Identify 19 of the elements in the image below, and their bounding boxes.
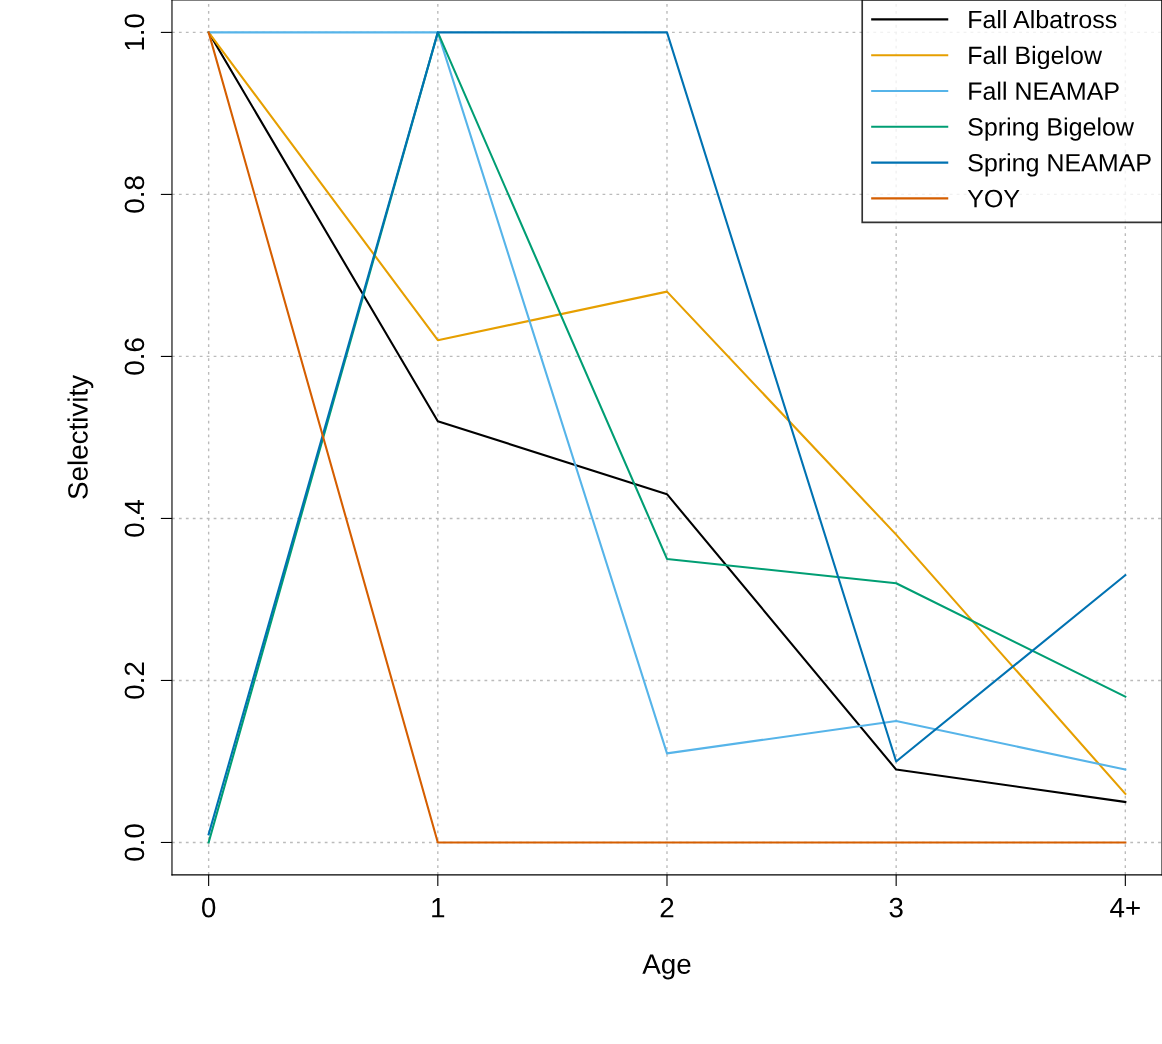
y-tick-label: 0.0 xyxy=(124,824,145,861)
legend-label: YOY xyxy=(967,189,1020,208)
x-tick-label: 3 xyxy=(889,897,903,918)
x-tick-label: 0 xyxy=(202,897,216,918)
x-tick-label: 4+ xyxy=(1110,898,1140,918)
legend-label: Spring Bigelow xyxy=(968,117,1135,141)
legend-label: Spring NEAMAP xyxy=(968,153,1151,177)
legend-label: Fall Albatross xyxy=(969,10,1117,29)
y-tick-label: 0.2 xyxy=(124,662,145,699)
legend-label: Fall NEAMAP xyxy=(969,81,1119,100)
legend-label: Fall Bigelow xyxy=(969,45,1103,70)
x-tick-label: 1 xyxy=(432,898,445,918)
y-tick-label: 0.6 xyxy=(124,338,145,375)
y-tick-label: 0.8 xyxy=(124,176,145,213)
y-axis-title: Selectivity xyxy=(67,374,94,499)
x-axis-title: Age xyxy=(642,954,691,980)
y-tick-label: 1.0 xyxy=(124,14,145,50)
y-tick-label: 0.4 xyxy=(124,499,145,537)
x-tick-label: 2 xyxy=(660,897,674,918)
